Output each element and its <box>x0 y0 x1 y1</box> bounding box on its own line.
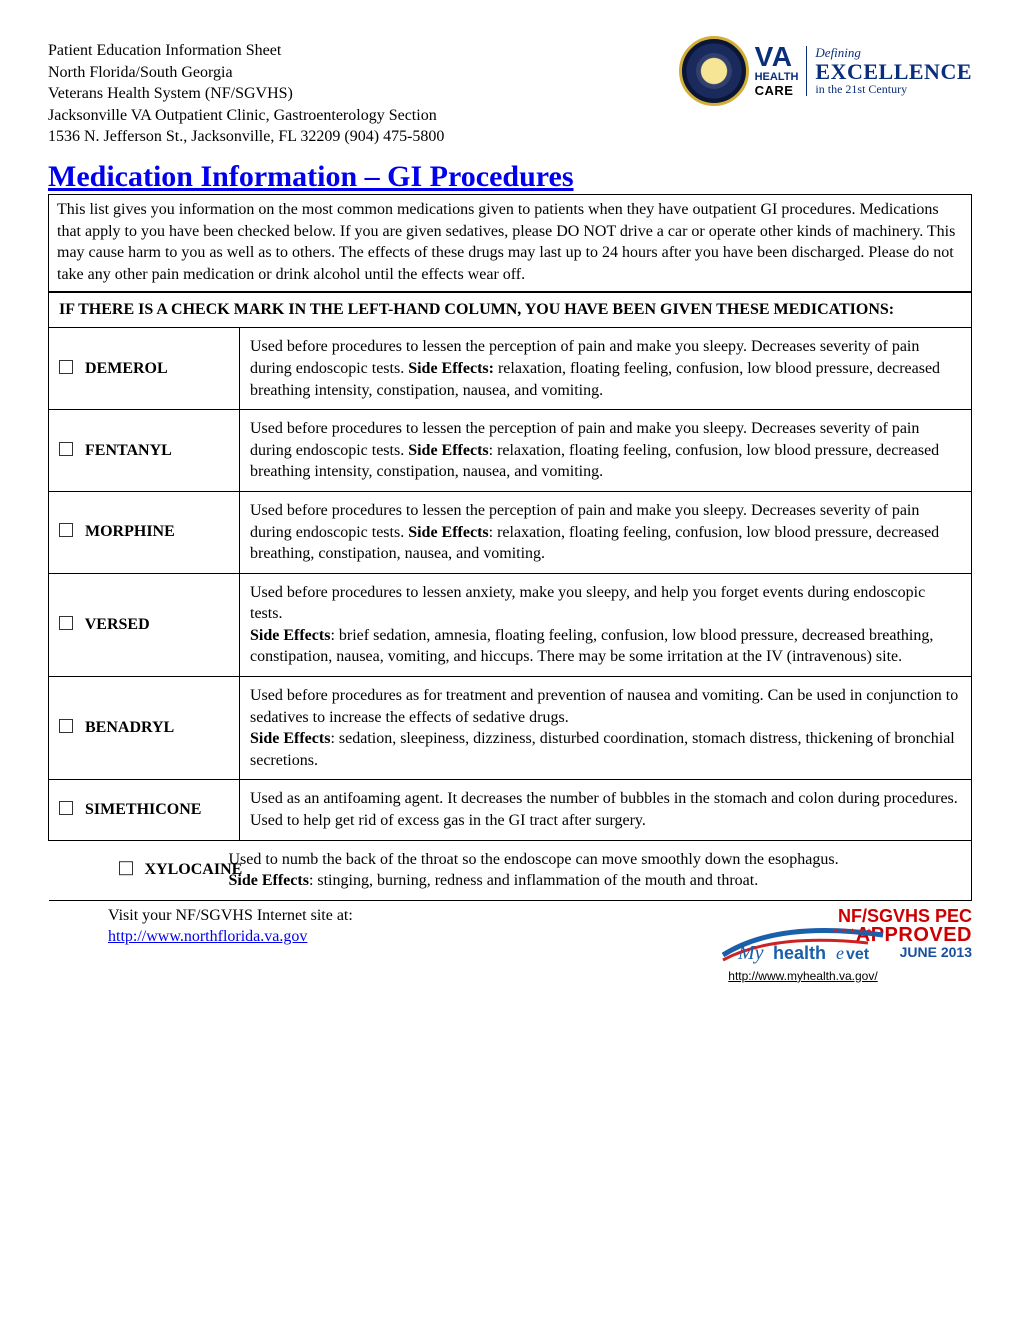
table-header-cell: IF THERE IS A CHECK MARK IN THE LEFT-HAN… <box>49 293 972 328</box>
desc-pre: Used before procedures as for treatment … <box>250 687 958 726</box>
va-seal-icon <box>679 36 749 106</box>
side-effects-label: Side Effects <box>408 524 488 541</box>
letterhead-row: Patient Education Information Sheet Nort… <box>48 40 972 148</box>
table-header-row: IF THERE IS A CHECK MARK IN THE LEFT-HAN… <box>49 293 972 328</box>
desc-pre: Used to numb the back of the throat so t… <box>229 851 839 868</box>
med-desc-cell: Used before procedures to lessen the per… <box>240 410 972 492</box>
med-desc-cell: Used before procedures to lessen anxiety… <box>240 573 972 676</box>
med-desc-cell: Used before procedures as for treatment … <box>240 677 972 780</box>
checkbox-icon[interactable] <box>59 801 73 815</box>
svg-text:My: My <box>737 942 764 964</box>
med-name: FENTANYL <box>85 442 172 459</box>
page-title: Medication Information – GI Procedures <box>48 160 972 194</box>
med-merged-cell: XYLOCAINE Used to numb the back of the t… <box>49 840 972 900</box>
med-name: XYLOCAINE <box>145 861 243 878</box>
nfsg-link[interactable]: http://www.northflorida.va.gov <box>108 928 307 945</box>
table-row: MORPHINE Used before procedures to lesse… <box>49 491 972 573</box>
logo-divider <box>806 46 807 96</box>
mhv-link[interactable]: http://www.myhealth.va.gov/ <box>728 969 877 983</box>
med-name-cell: DEMEROL <box>49 328 240 410</box>
med-name-cell: VERSED <box>49 573 240 676</box>
desc-post: : sedation, sleepiness, dizziness, distu… <box>250 730 955 769</box>
med-name-cell: MORPHINE <box>49 491 240 573</box>
century-text: in the 21st Century <box>815 83 972 96</box>
header-line: Patient Education Information Sheet <box>48 40 444 62</box>
svg-text:health: health <box>773 943 826 963</box>
table-row: XYLOCAINE Used to numb the back of the t… <box>49 840 972 900</box>
header-line: North Florida/South Georgia <box>48 62 444 84</box>
myhealthevet-logo: ★ ★ ★ ★ ★ My health e vet http://www.myh… <box>718 915 888 985</box>
desc-post: : stinging, burning, redness and inflamm… <box>309 872 758 889</box>
desc-pre: Used as an antifoaming agent. It decreas… <box>250 790 958 829</box>
desc-post: : brief sedation, amnesia, floating feel… <box>250 627 933 666</box>
table-row: BENADRYL Used before procedures as for t… <box>49 677 972 780</box>
med-name: MORPHINE <box>85 523 175 540</box>
table-row: FENTANYL Used before procedures to lesse… <box>49 410 972 492</box>
med-desc-cell: Used as an antifoaming agent. It decreas… <box>240 780 972 840</box>
checkbox-icon[interactable] <box>59 523 73 537</box>
checkbox-icon[interactable] <box>59 719 73 733</box>
care-text: CARE <box>755 83 794 98</box>
header-line: Veterans Health System (NF/SGVHS) <box>48 83 444 105</box>
va-wordmark: VA HEALTH CARE Defining EXCELLENCE in th… <box>755 44 972 98</box>
med-name: BENADRYL <box>85 719 174 736</box>
side-effects-label: Side Effects: <box>408 360 494 377</box>
med-desc-cell: Used before procedures to lessen the per… <box>240 328 972 410</box>
header-line: Jacksonville VA Outpatient Clinic, Gastr… <box>48 105 444 127</box>
med-name-cell: FENTANYL <box>49 410 240 492</box>
svg-text:★ ★ ★ ★ ★: ★ ★ ★ ★ ★ <box>833 927 872 935</box>
med-name: SIMETHICONE <box>85 801 201 818</box>
va-logo-cluster: VA HEALTH CARE Defining EXCELLENCE in th… <box>679 36 972 106</box>
med-desc-cell: Used before procedures to lessen the per… <box>240 491 972 573</box>
med-name: VERSED <box>85 616 150 633</box>
side-effects-label: Side Effects <box>250 627 330 644</box>
header-line: 1536 N. Jefferson St., Jacksonville, FL … <box>48 126 444 148</box>
table-row: VERSED Used before procedures to lessen … <box>49 573 972 676</box>
intro-paragraph: This list gives you information on the m… <box>48 194 972 292</box>
checkbox-icon[interactable] <box>59 616 73 630</box>
defining-text: Defining <box>815 46 972 60</box>
checkbox-icon[interactable] <box>59 360 73 374</box>
health-text: HEALTH <box>755 71 799 83</box>
checkbox-icon[interactable] <box>119 861 133 875</box>
svg-text:vet: vet <box>846 946 870 963</box>
med-name: DEMEROL <box>85 360 168 377</box>
table-row: DEMEROL Used before procedures to lessen… <box>49 328 972 410</box>
checkbox-icon[interactable] <box>59 442 73 456</box>
swoosh-icon: ★ ★ ★ ★ ★ My health e vet <box>718 915 888 965</box>
med-name-cell: BENADRYL <box>49 677 240 780</box>
footer: Visit your NF/SGVHS Internet site at: ht… <box>48 905 972 948</box>
visit-label: Visit your NF/SGVHS Internet site at: <box>108 907 353 924</box>
table-row: SIMETHICONE Used as an antifoaming agent… <box>49 780 972 840</box>
med-name-cell: SIMETHICONE <box>49 780 240 840</box>
va-text: VA <box>755 44 799 69</box>
letterhead-text: Patient Education Information Sheet Nort… <box>48 40 444 148</box>
desc-pre: Used before procedures to lessen anxiety… <box>250 584 925 623</box>
va-left-block: VA HEALTH CARE <box>755 44 799 98</box>
side-effects-label: Side Effects <box>250 730 330 747</box>
svg-text:e: e <box>836 943 844 963</box>
side-effects-label: Side Effects <box>408 442 488 459</box>
footer-logos: ★ ★ ★ ★ ★ My health e vet http://www.myh… <box>718 915 972 985</box>
excellence-block: Defining EXCELLENCE in the 21st Century <box>815 46 972 95</box>
medications-table: IF THERE IS A CHECK MARK IN THE LEFT-HAN… <box>48 292 972 900</box>
excellence-text: EXCELLENCE <box>815 60 972 83</box>
